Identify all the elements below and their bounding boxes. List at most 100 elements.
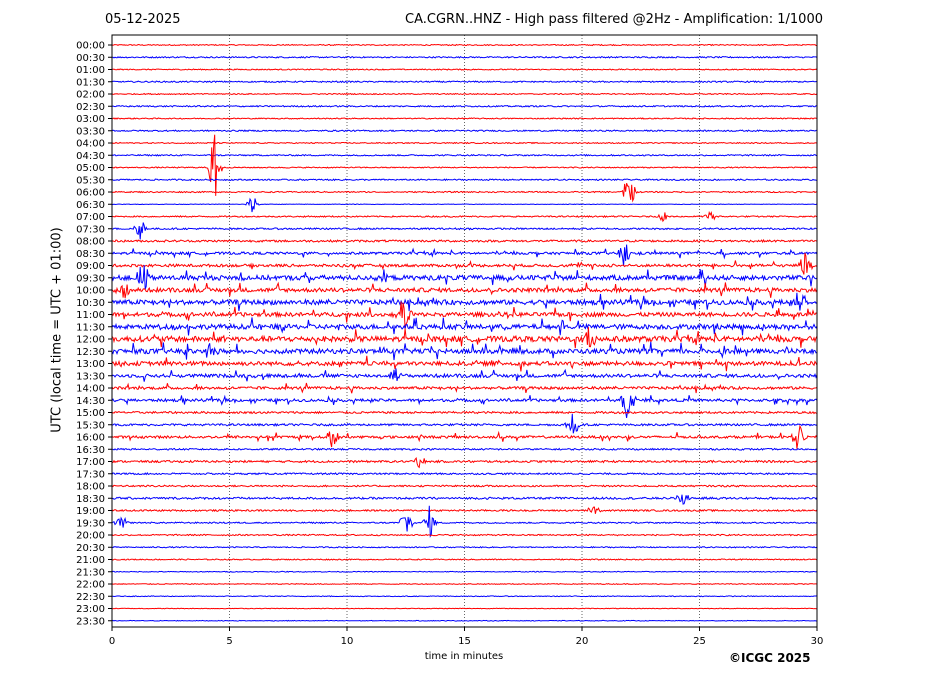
trace-22-00 (111, 582, 818, 586)
trace-20-30 (111, 545, 818, 549)
y-tick-label: 00:00 (76, 41, 105, 52)
trace-06-30 (112, 197, 818, 213)
y-tick-label: 05:30 (76, 175, 105, 186)
trace-07-00 (111, 210, 818, 223)
trace-14-00 (111, 382, 818, 394)
trace-04-00 (111, 141, 818, 145)
y-tick-label: 07:00 (76, 212, 105, 223)
trace-16-00 (111, 424, 818, 449)
y-tick-label: 17:00 (76, 457, 105, 468)
trace-11-00 (111, 301, 818, 329)
y-tick-label: 13:00 (76, 359, 105, 370)
trace-03-00 (111, 117, 818, 120)
y-tick-label: 09:00 (76, 261, 105, 272)
trace-lines (111, 43, 818, 622)
trace-08-30 (111, 244, 818, 267)
trace-17-00 (111, 456, 818, 469)
trace-13-30 (111, 368, 818, 382)
trace-23-30 (111, 619, 818, 622)
trace-21-30 (111, 570, 818, 573)
y-tick-label: 23:30 (76, 616, 105, 627)
y-tick-label: 01:30 (76, 77, 105, 88)
trace-07-30 (111, 222, 818, 240)
y-tick-label: 10:00 (76, 286, 105, 297)
x-tick-label: 25 (693, 636, 706, 647)
vertical-grid (229, 35, 700, 627)
x-tick-label: 10 (341, 636, 354, 647)
y-tick-label: 14:30 (76, 396, 105, 407)
y-tick-label: 17:30 (76, 469, 105, 480)
trace-02-00 (111, 92, 818, 96)
trace-21-00 (111, 558, 818, 561)
x-tick-label: 5 (226, 636, 232, 647)
y-tick-label: 04:30 (76, 151, 105, 162)
y-tick-label: 02:00 (76, 90, 105, 101)
trace-03-30 (111, 129, 817, 133)
trace-18-00 (111, 484, 818, 488)
y-tick-label: 15:30 (76, 420, 105, 431)
trace-22-30 (111, 595, 818, 598)
x-tick-labels: 0 5 10 15 20 25 30 (109, 627, 824, 647)
trace-09-30 (111, 265, 818, 290)
trace-11-30 (111, 317, 818, 336)
x-tick-label: 20 (576, 636, 589, 647)
trace-16-30 (111, 447, 818, 451)
y-tick-label: 14:00 (76, 384, 105, 395)
date-title: 05-12-2025 (105, 12, 181, 27)
trace-00-30 (112, 55, 818, 59)
trace-17-30 (111, 472, 818, 476)
trace-01-00 (112, 68, 818, 71)
y-tick-label: 08:30 (76, 249, 105, 260)
y-tick-label: 04:00 (76, 139, 105, 150)
trace-02-30 (111, 104, 818, 108)
y-tick-label: 03:00 (76, 114, 105, 125)
y-tick-label: 06:30 (76, 200, 105, 211)
y-tick-label: 00:30 (76, 53, 105, 64)
trace-05-30 (111, 178, 818, 182)
y-tick-label: 12:00 (76, 335, 105, 346)
x-axis-label: time in minutes (424, 651, 504, 662)
y-tick-label: 18:30 (76, 494, 105, 505)
y-tick-label: 19:00 (76, 506, 105, 517)
y-tick-label: 16:00 (76, 433, 105, 444)
y-tick-label: 10:30 (76, 298, 105, 309)
y-tick-label: 09:30 (76, 273, 105, 284)
y-tick-label: 08:00 (76, 237, 105, 248)
trace-06-00 (111, 183, 817, 203)
copyright-label: ©ICGC 2025 (729, 651, 811, 665)
trace-12-00 (111, 327, 818, 349)
y-tick-label: 11:00 (76, 310, 105, 321)
trace-05-00 (111, 134, 818, 196)
y-tick-label: 15:00 (76, 408, 105, 419)
trace-13-00 (111, 355, 818, 372)
y-tick-label: 05:00 (76, 163, 105, 174)
trace-20-00 (111, 533, 818, 537)
trace-19-30 (111, 505, 818, 538)
trace-15-30 (111, 413, 818, 434)
trace-19-00 (111, 506, 818, 514)
y-tick-label: 12:30 (76, 347, 105, 358)
plot-frame (111, 34, 818, 628)
y-tick-label: 01:00 (76, 65, 105, 76)
trace-04-30 (111, 153, 818, 157)
trace-23-00 (112, 607, 818, 610)
trace-08-00 (111, 238, 818, 244)
trace-18-30 (111, 494, 818, 505)
y-tick-label: 22:00 (76, 580, 105, 591)
trace-01-30 (111, 80, 818, 84)
y-tick-label: 20:00 (76, 531, 105, 542)
x-tick-label: 15 (458, 636, 471, 647)
trace-00-00 (111, 43, 817, 47)
station-title: CA.CGRN..HNZ - High pass filtered @2Hz -… (405, 12, 823, 27)
trace-09-00 (111, 252, 818, 275)
x-tick-label: 30 (811, 636, 824, 647)
y-tick-label: 03:30 (76, 126, 105, 137)
y-tick-label: 07:30 (76, 224, 105, 235)
y-tick-label: 21:30 (76, 567, 105, 578)
y-tick-label: 22:30 (76, 592, 105, 603)
trace-10-00 (111, 281, 818, 299)
y-tick-label: 13:30 (76, 371, 105, 382)
y-tick-label: 18:00 (76, 482, 105, 493)
trace-14-30 (111, 394, 818, 418)
